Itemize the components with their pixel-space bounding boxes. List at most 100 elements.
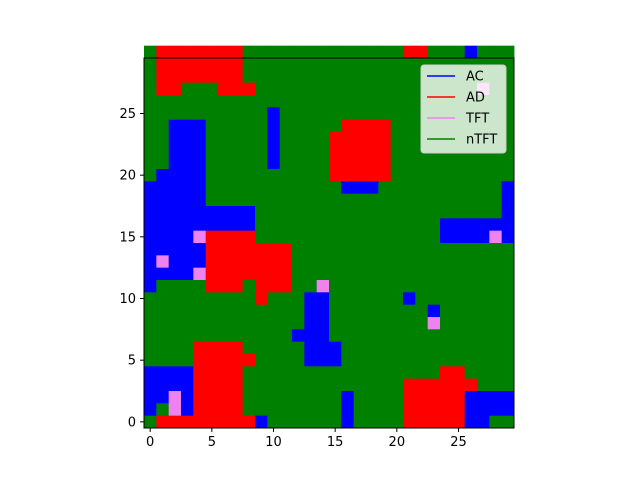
heatmap-cell-ntft	[366, 304, 379, 318]
heatmap-cell-ac	[181, 366, 194, 380]
heatmap-cell-ac	[440, 218, 453, 232]
heatmap-cell-ad	[353, 132, 367, 145]
heatmap-cell-ntft	[403, 317, 416, 330]
heatmap-cell-ac	[341, 391, 355, 404]
y-tick-label: 20	[119, 169, 136, 184]
heatmap-cell-ntft	[366, 45, 379, 59]
heatmap-cell-ntft	[205, 169, 219, 182]
heatmap-cell-ntft	[292, 156, 305, 170]
heatmap-cell-ntft	[341, 230, 355, 244]
heatmap-cell-ntft	[279, 341, 293, 355]
heatmap-cell-ntft	[477, 329, 490, 343]
heatmap-cell-ntft	[477, 255, 490, 269]
heatmap-cell-ntft	[304, 193, 318, 207]
heatmap-cell-ac	[304, 341, 318, 355]
heatmap-cell-ntft	[144, 82, 157, 96]
heatmap-cell-ntft	[316, 181, 330, 195]
heatmap-cell-ntft	[304, 378, 318, 392]
heatmap-cell-ad	[366, 169, 379, 182]
heatmap-cell-ntft	[452, 341, 466, 355]
heatmap-cell-ntft	[156, 354, 170, 367]
heatmap-cell-ac	[304, 354, 318, 367]
heatmap-cell-ad	[279, 267, 293, 281]
heatmap-cell-ntft	[316, 255, 330, 269]
heatmap-cell-ntft	[218, 317, 231, 330]
heatmap-cell-ntft	[427, 156, 441, 170]
heatmap-cell-ac	[156, 218, 170, 232]
heatmap-cell-ntft	[292, 218, 305, 232]
heatmap-cell-ntft	[452, 329, 466, 343]
heatmap-cell-ntft	[477, 181, 490, 195]
heatmap-cell-ntft	[440, 341, 453, 355]
heatmap-cell-ntft	[378, 391, 392, 404]
heatmap-cell-ntft	[366, 95, 379, 108]
heatmap-cell-ntft	[218, 156, 231, 170]
heatmap-cell-ntft	[279, 107, 293, 121]
heatmap-cell-ntft	[378, 341, 392, 355]
heatmap-cell-ntft	[304, 132, 318, 145]
heatmap-cell-ac	[440, 230, 453, 244]
heatmap-cell-ad	[255, 292, 268, 306]
heatmap-cell-ac	[144, 391, 157, 404]
heatmap-cell-ntft	[489, 255, 503, 269]
heatmap-cell-ac	[267, 107, 281, 121]
heatmap-cell-ac	[168, 378, 182, 392]
heatmap-cell-ad	[218, 255, 231, 269]
heatmap-cell-ntft	[378, 317, 392, 330]
heatmap-cell-ntft	[403, 58, 416, 71]
legend-label-ac: AC	[466, 70, 484, 85]
heatmap-cell-ntft	[464, 280, 478, 293]
heatmap-cell-ntft	[489, 193, 503, 207]
heatmap-cell-ac	[316, 304, 330, 318]
heatmap-cell-ad	[218, 243, 231, 256]
heatmap-cell-ntft	[218, 144, 231, 158]
heatmap-cell-ntft	[193, 329, 207, 343]
heatmap-cell-ntft	[341, 45, 355, 59]
heatmap-cell-ntft	[242, 70, 256, 84]
heatmap-cell-ntft	[181, 317, 194, 330]
heatmap-cell-ntft	[390, 341, 404, 355]
heatmap-cell-ntft	[403, 206, 416, 219]
legend-box	[420, 64, 507, 154]
heatmap-cell-ad	[440, 391, 453, 404]
heatmap-cell-ntft	[279, 391, 293, 404]
heatmap-cell-ntft	[279, 354, 293, 367]
heatmap-cell-ac	[181, 230, 194, 244]
heatmap-cell-ad	[230, 45, 244, 59]
heatmap-cell-ntft	[489, 415, 503, 429]
heatmap-cell-ac	[156, 243, 170, 256]
heatmap-cell-ntft	[304, 45, 318, 59]
heatmap-cell-ac	[181, 218, 194, 232]
heatmap-cell-ad	[230, 82, 244, 96]
heatmap-cell-ntft	[267, 169, 281, 182]
heatmap-cell-ntft	[378, 206, 392, 219]
heatmap-cell-ad	[279, 243, 293, 256]
heatmap-cell-ntft	[205, 82, 219, 96]
heatmap-cell-ntft	[156, 144, 170, 158]
heatmap-cell-ntft	[353, 304, 367, 318]
heatmap-cell-ad	[205, 378, 219, 392]
heatmap-cell-ac	[156, 267, 170, 281]
heatmap-cell-ad	[205, 366, 219, 380]
heatmap-cell-ntft	[181, 280, 194, 293]
heatmap-cell-ntft	[168, 304, 182, 318]
heatmap-cell-ntft	[316, 58, 330, 71]
heatmap-cell-ntft	[304, 156, 318, 170]
heatmap-cell-ad	[415, 403, 429, 417]
heatmap-cell-ntft	[366, 243, 379, 256]
heatmap-cell-ad	[403, 378, 416, 392]
heatmap-cell-ntft	[464, 292, 478, 306]
heatmap-cell-ntft	[464, 329, 478, 343]
heatmap-cell-ntft	[156, 341, 170, 355]
heatmap-cell-ntft	[403, 230, 416, 244]
heatmap-cell-ntft	[390, 243, 404, 256]
heatmap-cell-ntft	[464, 255, 478, 269]
heatmap-cell-ad	[366, 156, 379, 170]
heatmap-cell-ad	[427, 391, 441, 404]
heatmap-cell-ntft	[390, 45, 404, 59]
heatmap-cell-ad	[415, 45, 429, 59]
heatmap-cell-ntft	[489, 292, 503, 306]
heatmap-cell-ad	[329, 156, 342, 170]
heatmap-cell-ntft	[316, 107, 330, 121]
heatmap-cell-ntft	[144, 144, 157, 158]
